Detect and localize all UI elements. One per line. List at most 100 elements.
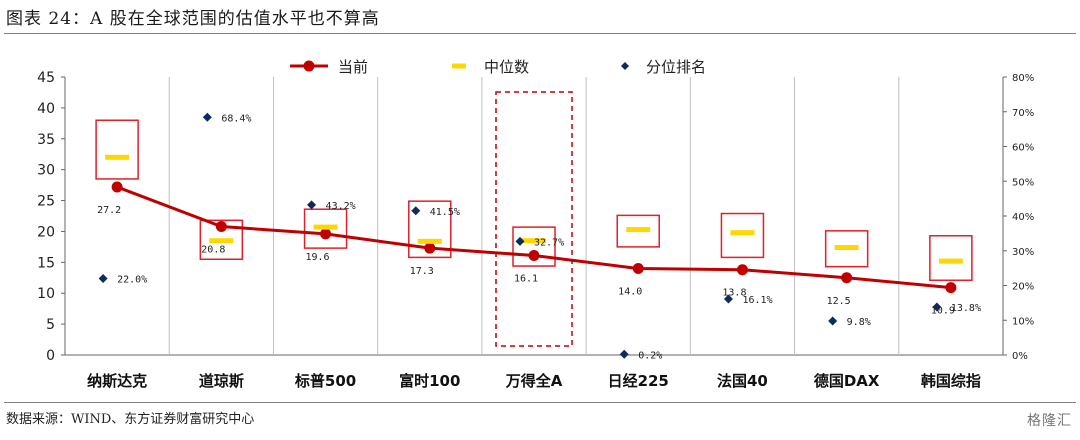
range-box bbox=[512, 226, 556, 267]
range-box bbox=[824, 230, 869, 268]
rank-label: 16.1% bbox=[742, 295, 772, 306]
left-tick-label: 45 bbox=[37, 70, 55, 86]
current-point bbox=[320, 228, 332, 240]
range-box bbox=[95, 119, 139, 180]
watermark-logo: 格隆汇 bbox=[1027, 413, 1072, 429]
rank-label: 0.2% bbox=[638, 350, 662, 361]
category-label: 日经225 bbox=[608, 372, 669, 390]
category-label: 富时100 bbox=[399, 372, 460, 390]
current-value-label: 13.8 bbox=[722, 288, 746, 299]
current-point bbox=[945, 282, 957, 294]
right-tick-label: 50% bbox=[1012, 177, 1034, 188]
highlight-box bbox=[495, 91, 573, 347]
median-mark bbox=[938, 258, 963, 264]
right-tick-label: 20% bbox=[1012, 282, 1034, 293]
right-tick-label: 30% bbox=[1012, 247, 1034, 258]
chart-legend: 当前 中位数 分位排名 bbox=[290, 58, 706, 76]
right-tick-label: 60% bbox=[1012, 143, 1034, 154]
chart-axes: 0 5 10 15 20 25 30 35 40 45 0% 10% 20% 30% 40% 50% 60% 70… bbox=[37, 70, 1034, 390]
rank-point bbox=[619, 349, 629, 359]
legend-median-swatch bbox=[452, 63, 466, 69]
category-label: 道琼斯 bbox=[199, 372, 244, 390]
source-note: 数据来源：WIND、东方证券财富研究中心 bbox=[6, 412, 255, 427]
legend-median-label: 中位数 bbox=[484, 58, 529, 76]
right-tick-label: 70% bbox=[1012, 108, 1034, 119]
median-mark bbox=[417, 238, 442, 244]
range-boxes bbox=[95, 91, 973, 347]
current-point bbox=[215, 221, 227, 233]
median-mark bbox=[209, 238, 234, 244]
median-layer bbox=[105, 154, 963, 264]
figure-title: 图表 24：A 股在全球范围的估值水平也不算高 bbox=[6, 9, 380, 29]
rank-point bbox=[828, 316, 838, 326]
left-tick-label: 15 bbox=[37, 255, 55, 271]
median-mark bbox=[730, 230, 755, 236]
rank-point bbox=[515, 236, 525, 246]
right-tick-label: 80% bbox=[1012, 73, 1034, 84]
rank-scatter-layer bbox=[98, 112, 942, 359]
current-value-label: 20.8 bbox=[201, 245, 225, 256]
right-tick-label: 10% bbox=[1012, 316, 1034, 327]
median-mark bbox=[834, 245, 859, 251]
current-point bbox=[424, 242, 436, 254]
rank-point bbox=[98, 274, 108, 284]
current-point bbox=[528, 250, 540, 262]
category-label: 德国DAX bbox=[814, 372, 880, 390]
left-tick-label: 5 bbox=[46, 317, 55, 333]
bottom-divider bbox=[4, 402, 1076, 403]
right-tick-label: 0% bbox=[1012, 351, 1028, 362]
range-box bbox=[303, 208, 348, 249]
current-value-label: 14.0 bbox=[618, 287, 642, 298]
rank-point bbox=[307, 200, 317, 210]
current-point bbox=[632, 263, 644, 275]
current-point bbox=[111, 181, 123, 193]
range-box bbox=[616, 214, 660, 248]
rank-point bbox=[932, 302, 942, 312]
category-label: 纳斯达克 bbox=[87, 372, 147, 390]
range-box bbox=[929, 235, 973, 281]
rank-label: 68.4% bbox=[221, 113, 251, 124]
legend-line-dot bbox=[303, 60, 315, 72]
data-labels-layer: 22.0% 68.4% 43.2% 41.5% 32.7% 0.2% 16.1% 9.8% 13… bbox=[97, 113, 981, 361]
range-box bbox=[199, 219, 244, 260]
current-point bbox=[841, 272, 853, 284]
left-tick-label: 40 bbox=[37, 101, 55, 117]
legend-rank-label: 分位排名 bbox=[646, 58, 706, 76]
rank-label: 32.7% bbox=[534, 237, 564, 248]
category-label: 韩国综指 bbox=[921, 372, 981, 390]
rank-point bbox=[411, 206, 421, 216]
median-mark bbox=[105, 154, 130, 160]
range-box bbox=[408, 200, 452, 259]
current-value-label: 10.9 bbox=[931, 306, 955, 317]
current-value-label: 16.1 bbox=[514, 274, 538, 285]
rank-point bbox=[723, 294, 733, 304]
left-tick-label: 0 bbox=[46, 348, 55, 364]
current-value-label: 12.5 bbox=[827, 296, 851, 307]
title-divider bbox=[4, 33, 1076, 34]
current-point bbox=[736, 264, 748, 276]
valuation-chart: 0 5 10 15 20 25 30 35 40 45 0% 10% 20% 30% 40% 50% 60% 70… bbox=[37, 58, 1034, 390]
current-value-label: 19.6 bbox=[306, 252, 330, 263]
rank-label: 22.0% bbox=[117, 275, 147, 286]
rank-label: 13.8% bbox=[951, 303, 981, 314]
left-tick-label: 20 bbox=[37, 224, 55, 240]
legend-rank-swatch bbox=[621, 62, 629, 70]
right-tick-label: 40% bbox=[1012, 212, 1034, 223]
current-value-label: 27.2 bbox=[97, 205, 121, 216]
left-tick-label: 35 bbox=[37, 132, 55, 148]
current-value-label: 17.3 bbox=[410, 266, 434, 277]
median-mark bbox=[313, 224, 338, 230]
median-mark bbox=[626, 227, 651, 233]
legend-current-label: 当前 bbox=[338, 58, 368, 76]
range-box bbox=[720, 212, 765, 259]
left-tick-label: 25 bbox=[37, 194, 55, 210]
rank-point bbox=[202, 112, 212, 122]
category-label: 标普500 bbox=[294, 372, 356, 390]
rank-label: 43.2% bbox=[326, 201, 356, 212]
rank-label: 9.8% bbox=[847, 317, 871, 328]
category-label: 法国40 bbox=[717, 372, 768, 390]
category-label: 万得全A bbox=[505, 372, 563, 390]
left-tick-label: 10 bbox=[37, 286, 55, 302]
median-mark bbox=[522, 238, 546, 244]
current-line-layer bbox=[111, 181, 957, 294]
